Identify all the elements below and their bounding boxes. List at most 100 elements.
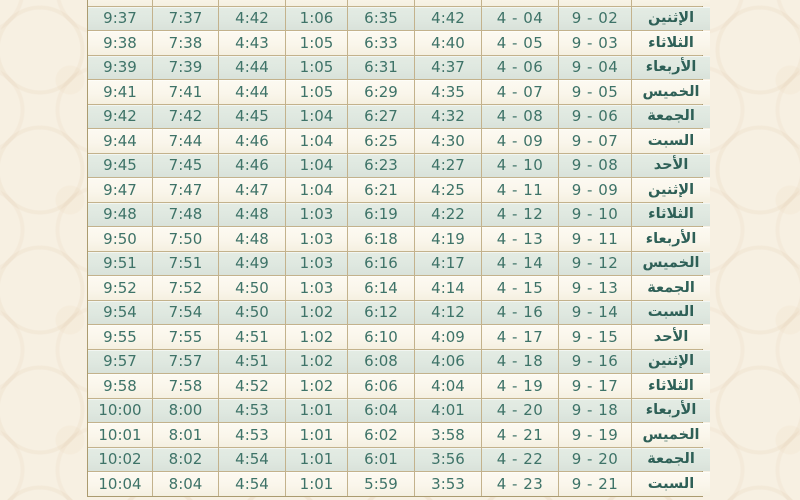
time-cell: 9:50 [88, 227, 152, 251]
date-cell: 9 - 11 [559, 227, 631, 251]
time-cell: 4:53 [219, 423, 285, 447]
time-cell: 1:04 [286, 178, 347, 202]
date-cell: 4 - 17 [482, 325, 558, 349]
time-cell: 9:58 [88, 374, 152, 398]
day-cell: الثلاثاء [632, 374, 710, 398]
time-cell: 4:47 [219, 178, 285, 202]
time-cell: 9:45 [88, 153, 152, 177]
time-cell: 7:48 [153, 202, 218, 226]
date-cell: 4 - 18 [482, 349, 558, 373]
time-cell: 3:53 [415, 472, 481, 496]
time-cell: 4:49 [219, 251, 285, 275]
time-cell: 1:06 [286, 6, 347, 30]
time-cell: 4:48 [219, 227, 285, 251]
day-cell: الثلاثاء [632, 31, 710, 55]
date-cell: 4 - 22 [482, 447, 558, 471]
date-cell: 9 - 21 [559, 472, 631, 496]
date-cell: 4 - 12 [482, 202, 558, 226]
day-cell: الجمعة [632, 104, 710, 128]
date-cell: 9 - 03 [559, 31, 631, 55]
date-cell: 9 - 14 [559, 300, 631, 324]
time-cell: 1:01 [286, 398, 347, 422]
prayer-times-table: 9:37 7:37 4:42 1:06 6:35 4:42 4 - 04 9 - 02 الإث… [87, 0, 710, 497]
time-cell: 4:53 [219, 398, 285, 422]
date-cell: 9 - 17 [559, 374, 631, 398]
date-cell: 9 - 05 [559, 80, 631, 104]
time-cell: 4:46 [219, 153, 285, 177]
date-cell: 4 - 04 [482, 6, 558, 30]
date-cell: 4 - 15 [482, 276, 558, 300]
time-cell: 7:57 [153, 349, 218, 373]
time-cell: 4:22 [415, 202, 481, 226]
time-cell: 7:44 [153, 129, 218, 153]
time-cell: 4:01 [415, 398, 481, 422]
time-cell: 9:37 [88, 6, 152, 30]
time-cell: 4:42 [415, 6, 481, 30]
time-cell: 4:46 [219, 129, 285, 153]
time-cell: 4:48 [219, 202, 285, 226]
empty-cell [88, 0, 152, 6]
time-cell: 7:58 [153, 374, 218, 398]
date-cell: 4 - 13 [482, 227, 558, 251]
time-cell: 7:47 [153, 178, 218, 202]
time-cell: 6:10 [348, 325, 414, 349]
time-cell: 7:54 [153, 300, 218, 324]
time-cell: 4:06 [415, 349, 481, 373]
day-cell: السبت [632, 129, 710, 153]
date-cell: 9 - 20 [559, 447, 631, 471]
time-cell: 1:02 [286, 300, 347, 324]
date-cell: 9 - 06 [559, 104, 631, 128]
date-cell: 9 - 10 [559, 202, 631, 226]
time-cell: 1:03 [286, 227, 347, 251]
time-cell: 7:41 [153, 80, 218, 104]
date-cell: 9 - 07 [559, 129, 631, 153]
empty-cell [482, 0, 558, 6]
time-cell: 4:35 [415, 80, 481, 104]
time-cell: 9:44 [88, 129, 152, 153]
time-cell: 4:51 [219, 325, 285, 349]
day-cell: السبت [632, 300, 710, 324]
time-cell: 8:04 [153, 472, 218, 496]
time-cell: 9:39 [88, 55, 152, 79]
time-cell: 6:18 [348, 227, 414, 251]
day-cell: الجمعة [632, 276, 710, 300]
time-cell: 10:00 [88, 398, 152, 422]
time-cell: 6:21 [348, 178, 414, 202]
date-cell: 9 - 16 [559, 349, 631, 373]
date-cell: 9 - 13 [559, 276, 631, 300]
time-cell: 7:52 [153, 276, 218, 300]
date-cell: 9 - 19 [559, 423, 631, 447]
time-cell: 7:55 [153, 325, 218, 349]
time-cell: 4:09 [415, 325, 481, 349]
time-cell: 4:30 [415, 129, 481, 153]
time-cell: 4:04 [415, 374, 481, 398]
time-cell: 1:02 [286, 349, 347, 373]
time-cell: 9:57 [88, 349, 152, 373]
time-cell: 6:04 [348, 398, 414, 422]
time-cell: 4:42 [219, 6, 285, 30]
time-cell: 4:44 [219, 80, 285, 104]
time-cell: 6:33 [348, 31, 414, 55]
date-cell: 4 - 14 [482, 251, 558, 275]
time-cell: 1:01 [286, 472, 347, 496]
time-cell: 1:04 [286, 104, 347, 128]
time-cell: 6:31 [348, 55, 414, 79]
time-cell: 9:51 [88, 251, 152, 275]
time-cell: 6:12 [348, 300, 414, 324]
date-cell: 9 - 04 [559, 55, 631, 79]
time-cell: 1:05 [286, 31, 347, 55]
time-cell: 4:32 [415, 104, 481, 128]
date-cell: 4 - 23 [482, 472, 558, 496]
empty-cell [219, 0, 285, 6]
time-cell: 7:39 [153, 55, 218, 79]
date-cell: 9 - 09 [559, 178, 631, 202]
time-cell: 4:52 [219, 374, 285, 398]
time-cell: 1:01 [286, 447, 347, 471]
empty-cell [286, 0, 347, 6]
day-cell: الأربعاء [632, 398, 710, 422]
day-cell: الخميس [632, 251, 710, 275]
day-cell: الثلاثاء [632, 202, 710, 226]
date-cell: 4 - 11 [482, 178, 558, 202]
time-cell: 4:37 [415, 55, 481, 79]
date-cell: 4 - 05 [482, 31, 558, 55]
